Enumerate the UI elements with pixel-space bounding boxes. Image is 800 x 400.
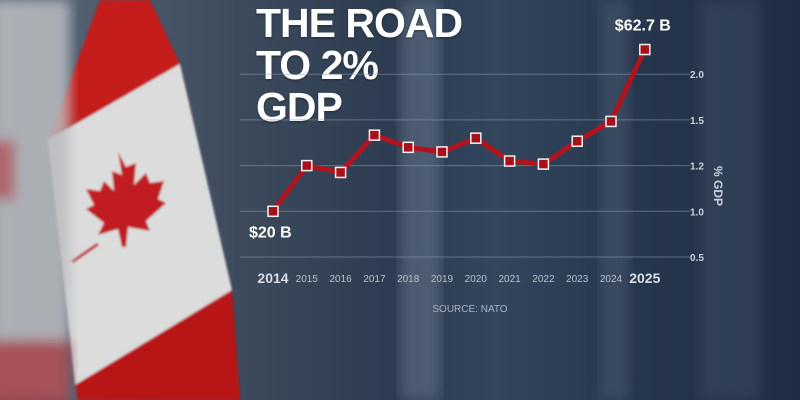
- data-point: [571, 135, 583, 147]
- data-point: [639, 43, 651, 56]
- x-tick-label: 2023: [566, 274, 589, 285]
- y-axis-label: % GDP: [711, 166, 725, 206]
- x-tick-label: 2019: [431, 274, 454, 285]
- y-tick-label: 1.0: [690, 207, 704, 218]
- data-point: [301, 159, 313, 172]
- x-tick-label: 2017: [363, 274, 386, 285]
- y-tick-label: 0.5: [690, 253, 704, 264]
- chart-title: THE ROAD TO 2% GDP: [256, 0, 463, 130]
- data-point: [436, 146, 448, 158]
- data-point: [368, 129, 381, 141]
- title-line: GDP: [256, 84, 343, 130]
- y-tick-label: 2.0: [690, 70, 704, 81]
- data-point: [470, 132, 482, 144]
- title-line: THE ROAD: [256, 0, 463, 46]
- x-tick-label: 2021: [498, 274, 521, 285]
- data-label: $20 B: [249, 224, 292, 241]
- y-tick-label: 1.5: [690, 116, 704, 127]
- title-line: TO 2%: [256, 42, 379, 88]
- y-tick-label: 1.2: [690, 162, 704, 173]
- data-point: [503, 155, 516, 167]
- data-point: [605, 115, 617, 128]
- blurred-foreground-flag: [0, 0, 70, 400]
- x-tick-label: 2020: [465, 274, 488, 285]
- maple-leaf-icon: [86, 152, 166, 247]
- x-tick-label: 2016: [329, 274, 352, 285]
- x-tick-label: 2025: [629, 270, 660, 286]
- x-tick-label: 2022: [532, 274, 555, 285]
- canada-flag: [48, 0, 240, 400]
- data-point: [334, 166, 347, 179]
- data-label: $62.7 B: [615, 18, 671, 35]
- data-point: [537, 158, 550, 170]
- x-tick-label: 2014: [257, 270, 288, 286]
- x-tick-label: 2018: [397, 274, 420, 285]
- data-point: [402, 141, 414, 154]
- x-tick-label: 2015: [296, 274, 319, 285]
- x-tick-label: 2024: [600, 274, 623, 285]
- source-note: SOURCE: NATO: [432, 304, 507, 315]
- data-point: [267, 205, 279, 218]
